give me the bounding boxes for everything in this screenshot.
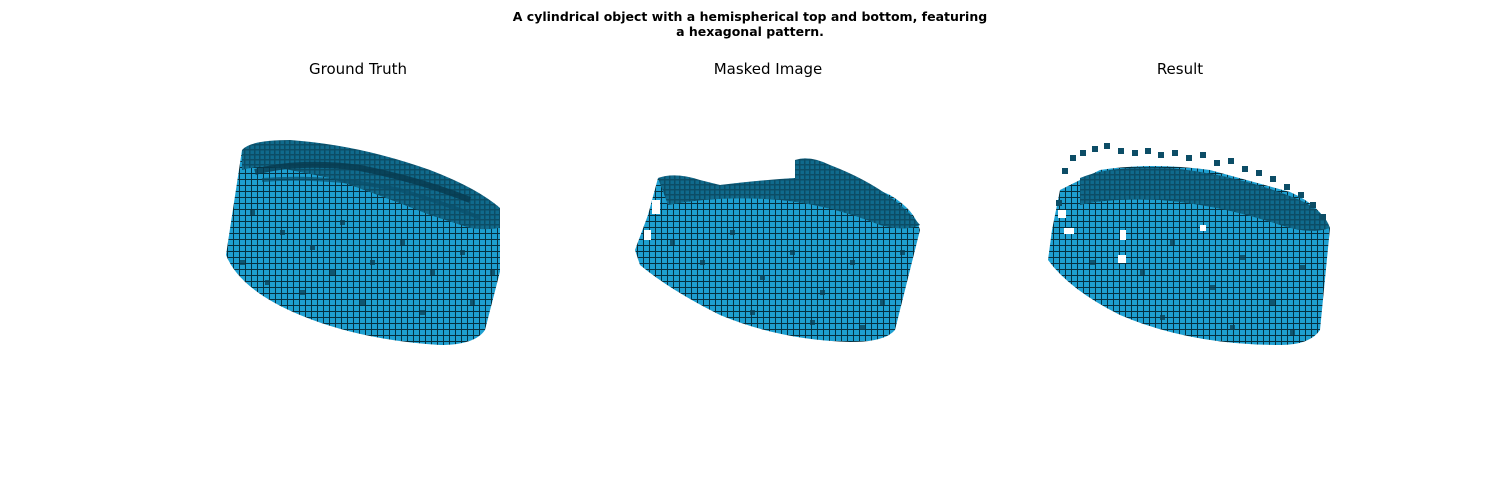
panel-result: Result xyxy=(1000,0,1500,500)
panel-masked-image: Masked Image xyxy=(500,0,1000,500)
voxel-render-masked-image xyxy=(635,158,920,342)
voxel-render-ground-truth xyxy=(226,140,500,345)
figure-title-line-1: A cylindrical object with a hemispherica… xyxy=(512,9,988,24)
figure-title: A cylindrical object with a hemispherica… xyxy=(0,9,1500,39)
figure-title-line-2: a hexagonal pattern. xyxy=(676,24,824,39)
voxel-render-result xyxy=(1048,143,1330,345)
cylinder-top-result xyxy=(1080,167,1330,231)
panel-ground-truth: Ground Truth xyxy=(0,0,500,500)
panel-title-ground-truth: Ground Truth xyxy=(309,60,407,78)
cylinder-top-masked-image xyxy=(658,158,920,229)
panel-title-masked-image: Masked Image xyxy=(713,60,823,78)
panel-title-result: Result xyxy=(1156,60,1204,78)
scattered-voxels-result xyxy=(1056,143,1326,220)
